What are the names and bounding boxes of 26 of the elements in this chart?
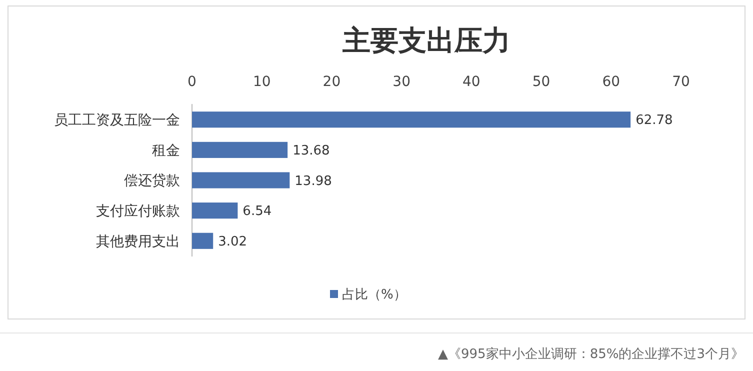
x-tick-label: 70: [672, 74, 690, 90]
y-tick-label: 支付应付账款: [96, 203, 180, 220]
x-tick-label: 30: [392, 74, 410, 90]
x-tick-label: 40: [462, 74, 480, 90]
x-tick-label: 50: [532, 74, 550, 90]
bar: [192, 112, 631, 128]
bar: [192, 172, 290, 188]
data-label: 13.68: [292, 143, 330, 158]
data-label: 6.54: [242, 204, 272, 220]
x-tick-label: 0: [188, 74, 196, 90]
text: ▲《995家中小企业调研：85%的企业撑不过3个月》: [438, 346, 744, 362]
x-tick-label: 60: [602, 74, 620, 90]
y-tick-label: 偿还贷款: [124, 173, 180, 190]
x-tick-label: 10: [252, 74, 271, 90]
x-tick-label: 20: [322, 74, 341, 90]
data-label: 62.78: [636, 113, 673, 128]
legend-label: 占比（%）: [342, 288, 406, 303]
data-label: 3.02: [218, 234, 248, 250]
y-tick-label: 租金: [152, 142, 180, 159]
y-tick-label: 员工工资及五险一金: [54, 112, 180, 129]
chart-title: 主要支出压力: [342, 24, 510, 57]
bar: [192, 202, 238, 219]
bar: [192, 232, 214, 249]
bar: [192, 142, 288, 158]
data-label: 13.98: [294, 174, 332, 189]
y-tick-label: 其他费用支出: [96, 234, 180, 250]
